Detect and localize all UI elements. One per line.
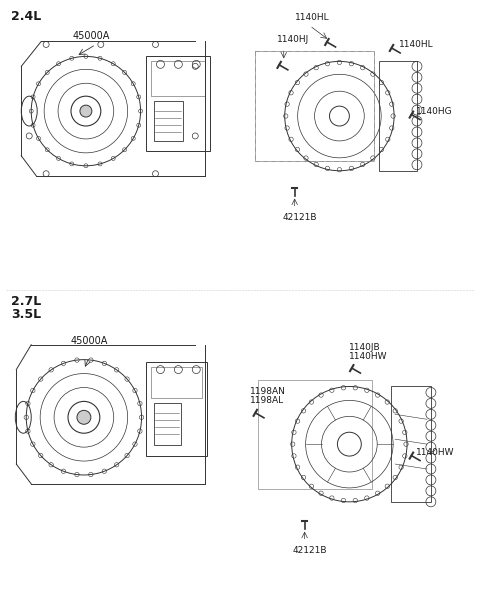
Text: 1140HL: 1140HL bbox=[295, 13, 329, 21]
Text: 1140JB: 1140JB bbox=[349, 343, 381, 352]
Text: 1140HL: 1140HL bbox=[399, 40, 434, 49]
Text: 45000A: 45000A bbox=[72, 30, 109, 41]
Text: 2.7L: 2.7L bbox=[12, 295, 42, 308]
Text: 45000A: 45000A bbox=[70, 336, 108, 346]
Text: 1198AL: 1198AL bbox=[250, 396, 284, 405]
Bar bbox=[258, 380, 372, 489]
Text: 42121B: 42121B bbox=[283, 213, 317, 221]
Text: 1140HJ: 1140HJ bbox=[277, 35, 309, 45]
Bar bbox=[145, 362, 207, 456]
Text: 1198AN: 1198AN bbox=[250, 387, 286, 396]
Text: 2.4L: 2.4L bbox=[12, 10, 42, 23]
Text: 1140HW: 1140HW bbox=[416, 448, 455, 457]
Text: 1140HG: 1140HG bbox=[416, 107, 453, 116]
Text: 42121B: 42121B bbox=[293, 546, 327, 555]
Bar bbox=[379, 61, 417, 171]
Bar bbox=[154, 404, 181, 445]
Bar bbox=[154, 101, 183, 141]
Bar bbox=[145, 56, 210, 151]
Bar bbox=[151, 367, 202, 398]
Bar bbox=[151, 61, 205, 96]
Bar bbox=[255, 51, 374, 161]
Text: 3.5L: 3.5L bbox=[12, 308, 41, 321]
Circle shape bbox=[80, 105, 92, 117]
Text: 1140HW: 1140HW bbox=[349, 352, 388, 361]
Bar bbox=[391, 386, 431, 502]
Circle shape bbox=[77, 410, 91, 424]
